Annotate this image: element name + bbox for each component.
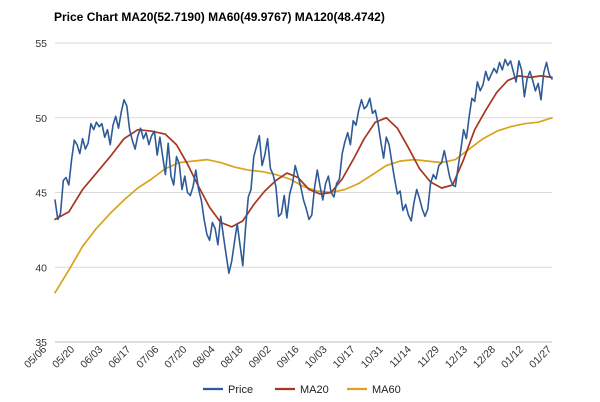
x-tick-label: 09/02: [246, 344, 273, 371]
x-tick-label: 07/06: [134, 344, 161, 371]
y-tick-label: 40: [35, 262, 47, 274]
x-tick-label: 12/13: [443, 344, 470, 371]
legend-label-ma60: MA60: [372, 384, 401, 396]
x-tick-label: 08/18: [218, 344, 245, 371]
x-tick-label: 11/29: [415, 344, 442, 371]
x-tick-label: 01/12: [499, 344, 526, 371]
x-tick-label: 01/27: [527, 344, 554, 371]
legend-label-price: Price: [228, 384, 253, 396]
chart-title: Price Chart MA20(52.7190) MA60(49.9767) …: [54, 10, 385, 24]
legend-label-ma20: MA20: [300, 384, 329, 396]
x-tick-label: 10/03: [303, 344, 330, 371]
y-tick-label: 35: [35, 337, 47, 349]
x-tick-label: 06/03: [78, 344, 105, 371]
x-tick-label: 07/20: [162, 344, 189, 371]
x-tick-label: 10/17: [331, 344, 358, 371]
x-tick-label: 05/20: [50, 344, 77, 371]
y-tick-label: 50: [35, 113, 47, 125]
y-tick-label: 55: [35, 38, 47, 50]
series-line-ma20: [54, 75, 553, 228]
x-tick-label: 11/14: [387, 344, 414, 371]
x-tick-label: 06/17: [106, 344, 133, 371]
x-tick-label: 10/31: [359, 344, 386, 371]
series-line-ma60: [54, 116, 553, 294]
x-tick-label: 09/16: [275, 344, 302, 371]
y-tick-label: 45: [35, 188, 47, 200]
x-tick-label: 08/04: [190, 344, 217, 371]
series-line-price: [54, 58, 553, 274]
x-tick-label: 12/28: [471, 344, 498, 371]
